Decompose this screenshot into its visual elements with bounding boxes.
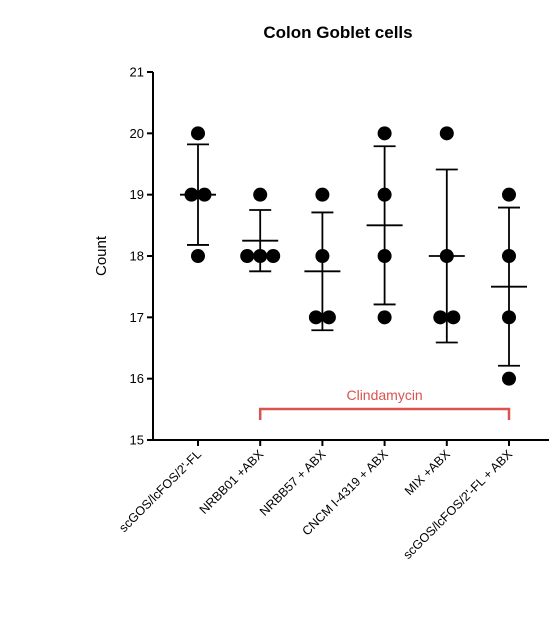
data-point (502, 310, 516, 325)
data-point (502, 249, 516, 263)
y-tick-label: 15 (130, 433, 144, 448)
x-tick-label: NRBB01 +ABX (197, 447, 267, 517)
data-point (377, 187, 392, 202)
data-point (377, 249, 392, 263)
y-tick-label: 20 (130, 126, 144, 141)
x-tick-label: NRBB57 + ABX (257, 447, 329, 519)
data-point (240, 249, 255, 263)
x-tick-label: scGOS/lcFOS/2'-FL + ABX (400, 447, 515, 562)
y-axis-label: Count (93, 235, 110, 276)
data-marks (180, 126, 527, 386)
data-point (191, 126, 205, 141)
y-tick-label: 21 (130, 65, 144, 80)
x-tick-label: scGOS/lcFOS/2'-FL (116, 447, 204, 535)
data-point (446, 310, 461, 325)
y-tick-label: 17 (130, 310, 144, 325)
data-point (253, 187, 268, 202)
data-point (308, 310, 323, 325)
data-point (433, 310, 448, 325)
annotations: Clindamycin (258, 387, 511, 420)
data-point (439, 126, 454, 141)
data-point (321, 310, 336, 325)
data-point (253, 249, 268, 263)
y-tick-label: 19 (130, 187, 144, 202)
data-point (315, 249, 330, 263)
data-point (266, 249, 281, 263)
data-point (439, 249, 454, 263)
x-tick-label: MIX +ABX (402, 447, 453, 498)
data-point (377, 310, 392, 325)
data-point (315, 187, 330, 202)
bracket-label: Clindamycin (346, 387, 422, 403)
data-point (502, 371, 516, 386)
y-tick-label: 18 (130, 249, 144, 264)
data-point (502, 187, 516, 202)
data-point (184, 187, 199, 202)
data-point (377, 126, 392, 141)
clindamycin-bracket (258, 407, 511, 420)
chart-title: Colon Goblet cells (263, 23, 412, 42)
data-point (197, 187, 212, 202)
y-tick-label: 16 (130, 371, 144, 386)
data-point (191, 249, 205, 263)
